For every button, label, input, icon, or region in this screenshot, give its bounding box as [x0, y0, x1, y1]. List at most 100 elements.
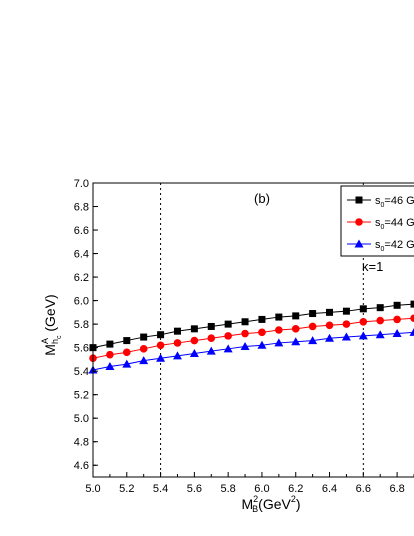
- data-point: [224, 332, 232, 340]
- y-axis: 4.6 4.8 5.0 5.2 5.4 5.6 5.8 6.0 6.2 6.4 6.6 6.8 7.0: [74, 178, 98, 472]
- legend-entry: s0=42 G: [347, 239, 414, 253]
- series-layer: [88, 300, 414, 374]
- data-point: [122, 359, 132, 368]
- y-tick-label: 5.4: [74, 366, 89, 378]
- data-point: [326, 308, 334, 316]
- data-point: [190, 336, 199, 345]
- x-tick-label: 6.8: [389, 483, 404, 495]
- x-axis: 5.0 5.2 5.4 5.6 5.8 6.0 6.2 6.4 6.6 6.8: [85, 472, 414, 495]
- y-tick-label: 5.6: [74, 343, 89, 355]
- kappa-annotation: κ=1: [362, 259, 383, 274]
- data-point: [359, 317, 368, 326]
- data-point: [274, 338, 284, 347]
- data-point: [308, 336, 318, 345]
- data-point: [189, 349, 199, 358]
- x-tick-label: 5.4: [153, 483, 168, 495]
- x-tick-label: 6.4: [322, 483, 337, 495]
- data-point: [241, 329, 249, 338]
- x-tick-label: 6.6: [356, 483, 371, 495]
- data-point: [224, 320, 232, 328]
- y-tick-label: 4.8: [74, 437, 89, 449]
- x-tick-label: 5.2: [119, 483, 134, 495]
- y-tick-label: 6.4: [74, 249, 89, 261]
- legend-marker: [354, 239, 364, 248]
- series-line: [92, 331, 414, 371]
- data-point: [140, 333, 148, 341]
- data-point: [292, 312, 300, 320]
- data-point: [392, 329, 402, 338]
- data-point: [275, 313, 283, 321]
- data-point: [325, 321, 334, 330]
- series-2: [89, 314, 414, 363]
- data-point: [410, 314, 414, 323]
- data-point: [410, 300, 414, 308]
- data-point: [106, 340, 114, 348]
- y-tick-label: 6.2: [74, 272, 89, 284]
- data-point: [106, 350, 114, 359]
- y-tick-label: 5.0: [74, 413, 89, 425]
- legend-label: s0=44 G: [375, 217, 414, 231]
- data-point: [258, 328, 266, 337]
- data-point: [207, 322, 215, 330]
- plot-frame: [92, 182, 414, 478]
- data-point: [156, 341, 165, 350]
- data-point: [172, 351, 182, 360]
- data-point: [308, 322, 317, 331]
- y-axis-title: MAhc (GeV): [40, 294, 63, 355]
- data-point: [105, 361, 115, 370]
- data-point: [291, 337, 301, 346]
- data-point: [240, 341, 250, 350]
- y-tick-label: 6.6: [74, 225, 89, 237]
- reference-lines: [160, 183, 364, 477]
- data-point: [122, 348, 131, 357]
- data-point: [375, 330, 385, 339]
- data-point: [206, 346, 216, 355]
- data-point: [223, 344, 233, 353]
- series-3: [88, 327, 414, 374]
- data-point: [409, 327, 414, 336]
- data-point: [173, 339, 182, 347]
- x-tick-label: 6.0: [254, 483, 269, 495]
- panel-label: (b): [254, 191, 270, 206]
- x-tick-label: 5.8: [221, 483, 236, 495]
- y-tick-label: 5.8: [74, 319, 89, 331]
- y-tick-label: 4.6: [74, 460, 89, 472]
- legend-marker: [355, 218, 363, 226]
- x-axis-title: M2 B(GeV2): [241, 494, 300, 514]
- data-point: [342, 320, 351, 328]
- data-point: [393, 301, 401, 309]
- legend-label: s0=46 G: [375, 195, 414, 209]
- x-tick-label: 5.0: [85, 483, 100, 495]
- legend: s0=46 G s0=44 G s0=42 G: [340, 185, 414, 257]
- data-point: [139, 356, 149, 365]
- data-point: [376, 304, 384, 312]
- data-point: [393, 315, 401, 324]
- y-tick-label: 5.2: [74, 390, 89, 402]
- data-point: [207, 334, 216, 343]
- data-point: [309, 310, 317, 318]
- series-1: [89, 300, 414, 352]
- legend-marker: [355, 196, 363, 204]
- data-point: [358, 331, 368, 340]
- data-point: [376, 316, 385, 325]
- data-point: [325, 333, 335, 342]
- y-tick-label: 6.8: [74, 202, 89, 214]
- data-point: [258, 315, 266, 323]
- data-point: [257, 340, 267, 349]
- data-point: [341, 332, 351, 341]
- x-tick-label: 5.6: [187, 483, 202, 495]
- data-point: [342, 307, 350, 315]
- y-tick-label: 6.0: [74, 296, 89, 308]
- data-point: [291, 325, 300, 333]
- data-point: [173, 327, 181, 335]
- data-point: [359, 305, 367, 313]
- data-point: [156, 353, 166, 362]
- data-point: [157, 331, 165, 339]
- data-point: [139, 345, 148, 353]
- data-point: [123, 337, 131, 345]
- data-point: [275, 326, 283, 334]
- y-tick-label: 7.0: [74, 178, 89, 190]
- legend-entry: s0=44 G: [347, 217, 414, 231]
- legend-label: s0=42 G: [375, 239, 414, 253]
